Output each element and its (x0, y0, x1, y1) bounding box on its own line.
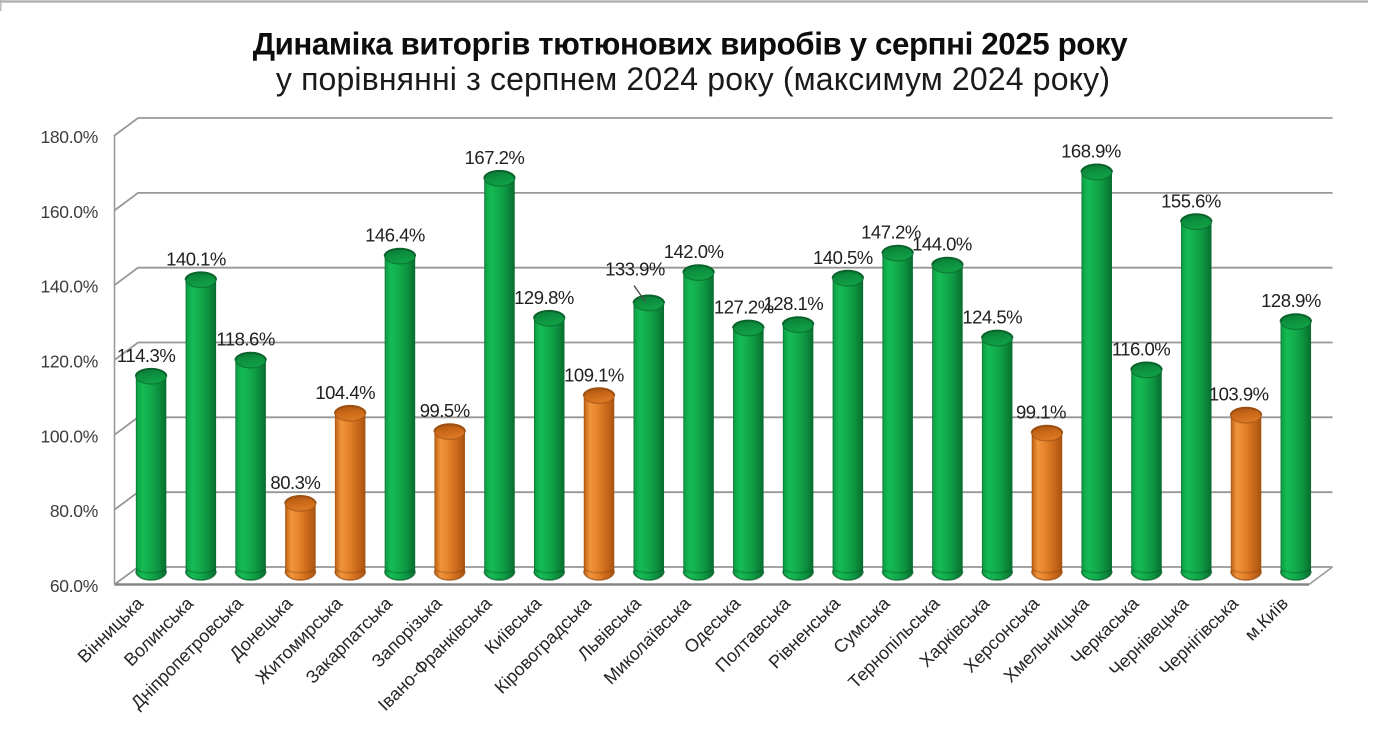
svg-text:80.3%: 80.3% (270, 472, 320, 493)
svg-text:120.0%: 120.0% (40, 352, 98, 372)
svg-text:128.1%: 128.1% (764, 293, 824, 314)
svg-text:100.0%: 100.0% (40, 426, 98, 446)
svg-text:128.9%: 128.9% (1261, 290, 1321, 311)
svg-text:133.9%: 133.9% (605, 259, 665, 280)
svg-text:118.6%: 118.6% (216, 329, 274, 350)
svg-text:109.1%: 109.1% (564, 364, 624, 385)
svg-text:99.1%: 99.1% (1016, 402, 1066, 423)
svg-text:180.0%: 180.0% (40, 127, 98, 147)
svg-text:104.4%: 104.4% (315, 382, 375, 403)
svg-text:144.0%: 144.0% (912, 234, 972, 255)
svg-text:127.2%: 127.2% (714, 297, 774, 318)
svg-text:167.2%: 167.2% (465, 147, 525, 168)
svg-text:114.3%: 114.3% (117, 345, 175, 366)
svg-text:147.2%: 147.2% (861, 222, 921, 243)
svg-text:Динаміка виторгів тютюнових ви: Динаміка виторгів тютюнових виробів у се… (253, 27, 1129, 62)
svg-text:146.4%: 146.4% (365, 225, 425, 246)
svg-text:168.9%: 168.9% (1061, 141, 1121, 162)
svg-text:124.5%: 124.5% (962, 307, 1022, 328)
svg-text:129.8%: 129.8% (514, 287, 574, 308)
svg-text:у порівнянні з серпнем 2024 ро: у порівнянні з серпнем 2024 року (максим… (276, 61, 1110, 97)
svg-text:60.0%: 60.0% (50, 576, 98, 596)
svg-text:116.0%: 116.0% (1112, 339, 1170, 360)
svg-text:160.0%: 160.0% (40, 202, 98, 222)
svg-text:99.5%: 99.5% (420, 400, 470, 421)
svg-text:103.9%: 103.9% (1209, 384, 1269, 405)
svg-text:155.6%: 155.6% (1161, 190, 1221, 211)
svg-text:140.5%: 140.5% (813, 247, 873, 268)
svg-text:142.0%: 142.0% (664, 241, 724, 262)
svg-text:80.0%: 80.0% (50, 501, 98, 521)
svg-text:140.1%: 140.1% (166, 248, 226, 269)
svg-text:140.0%: 140.0% (40, 277, 98, 297)
